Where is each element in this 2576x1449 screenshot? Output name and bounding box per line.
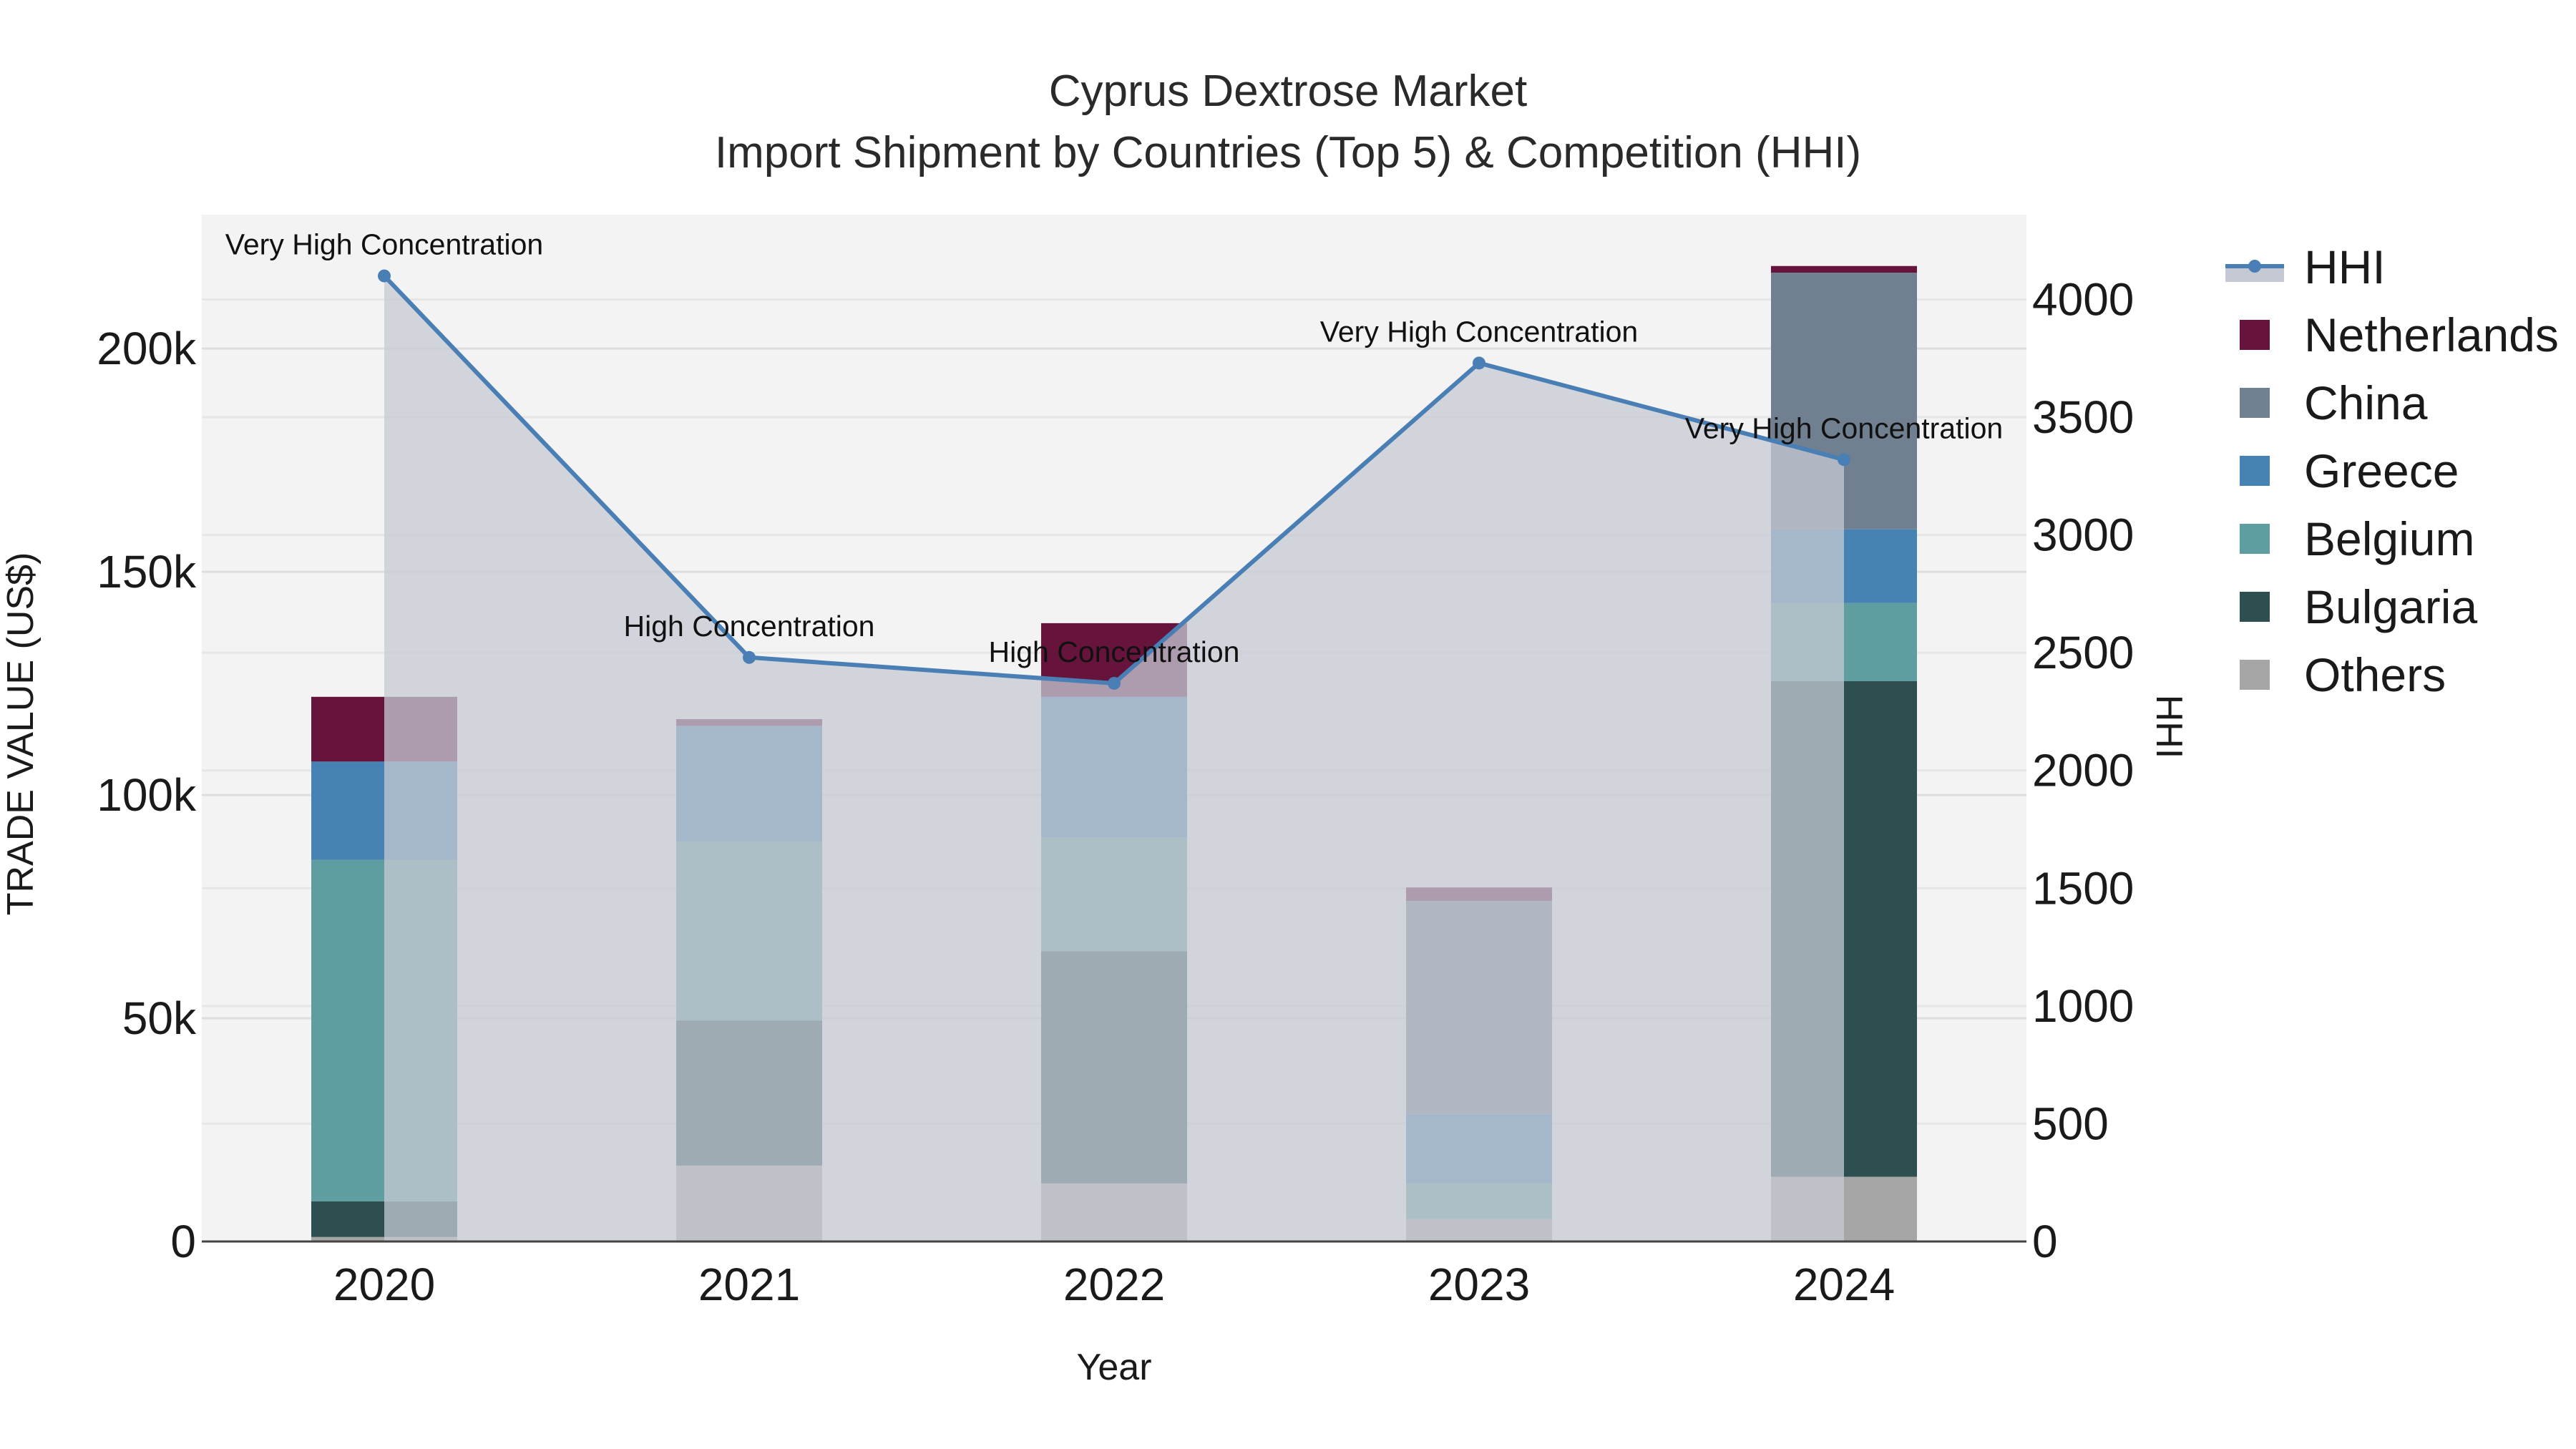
y-tick-label: 0 — [170, 1216, 196, 1267]
y2-tick-label: 0 — [2032, 1216, 2058, 1267]
legend-label: Others — [2304, 648, 2446, 701]
legend-swatch — [2240, 455, 2270, 486]
x-tick-label: 2024 — [1793, 1259, 1895, 1310]
legend-swatch — [2240, 591, 2270, 622]
legend-label: Greece — [2304, 444, 2459, 497]
y2-tick-label: 2500 — [2032, 627, 2134, 678]
hhi-marker — [378, 269, 391, 283]
y2-axis-title: HHI — [2148, 695, 2190, 759]
y2-tick-label: 1500 — [2032, 862, 2134, 914]
hhi-area — [384, 275, 1844, 1242]
y-axis-title: TRADE VALUE (US$) — [0, 552, 42, 916]
bar-netherlands — [1771, 265, 1917, 273]
legend-swatch — [2240, 387, 2270, 418]
hhi-marker — [1473, 356, 1485, 370]
x-tick-label: 2022 — [1063, 1259, 1165, 1310]
legend: HHI Netherlands China Greece Belgium Bul… — [2225, 233, 2559, 708]
y-tick-label: 150k — [97, 546, 197, 597]
legend-item-bulgaria[interactable]: Bulgaria — [2225, 572, 2559, 640]
legend-swatch — [2240, 523, 2270, 554]
legend-label: Netherlands — [2304, 308, 2559, 361]
legend-label: HHI — [2304, 240, 2386, 293]
legend-swatch — [2240, 319, 2270, 350]
chart-subtitle: Import Shipment by Countries (Top 5) & C… — [714, 128, 1862, 177]
legend-label: China — [2304, 376, 2428, 429]
y-tick-label: 50k — [122, 992, 197, 1044]
chart-title: Cyprus Dextrose Market — [1048, 67, 1528, 116]
hhi-marker — [1108, 676, 1121, 690]
y2-tick-label: 3000 — [2032, 509, 2134, 561]
hhi-marker — [743, 650, 756, 664]
legend-label: Belgium — [2304, 512, 2475, 565]
hhi-annotation: High Concentration — [624, 610, 875, 643]
x-tick-label: 2021 — [698, 1259, 800, 1310]
legend-item-greece[interactable]: Greece — [2225, 436, 2559, 504]
legend-item-others[interactable]: Others — [2225, 640, 2559, 708]
y-tick-label: 200k — [97, 323, 197, 374]
hhi-annotation: Very High Concentration — [225, 228, 543, 261]
hhi-annotation: High Concentration — [989, 635, 1240, 668]
y2-tick-label: 3500 — [2032, 391, 2134, 443]
y2-tick-label: 500 — [2032, 1098, 2109, 1149]
legend-item-netherlands[interactable]: Netherlands — [2225, 301, 2559, 369]
x-tick-label: 2020 — [333, 1259, 435, 1310]
hhi-marker — [1838, 453, 1850, 467]
legend-item-china[interactable]: China — [2225, 369, 2559, 436]
x-tick-label: 2023 — [1428, 1259, 1530, 1310]
hhi-line-swatch — [2225, 252, 2284, 282]
y2-tick-label: 4000 — [2032, 273, 2134, 325]
legend-label: Bulgaria — [2304, 580, 2478, 633]
legend-swatch — [2240, 659, 2270, 690]
x-axis-title: Year — [1076, 1347, 1151, 1388]
y-tick-label: 100k — [97, 769, 197, 821]
y2-tick-label: 1000 — [2032, 980, 2134, 1032]
legend-item-hhi[interactable]: HHI — [2225, 233, 2559, 301]
hhi-annotation: Very High Concentration — [1685, 411, 2003, 444]
legend-item-belgium[interactable]: Belgium — [2225, 504, 2559, 572]
y2-tick-label: 2000 — [2032, 745, 2134, 796]
hhi-annotation: Very High Concentration — [1320, 315, 1638, 348]
